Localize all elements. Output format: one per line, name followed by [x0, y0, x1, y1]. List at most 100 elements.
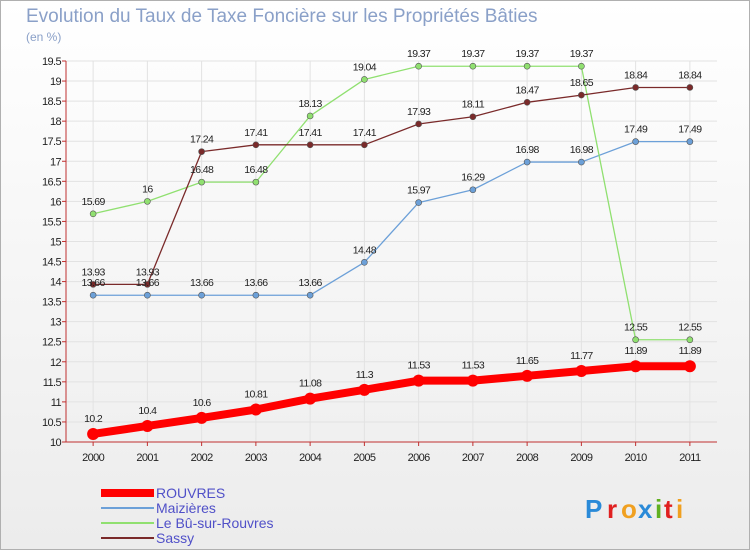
data-point — [632, 138, 639, 145]
legend-label: Maizières — [156, 500, 216, 516]
data-point — [144, 291, 151, 299]
x-tick-label: 2000 — [82, 452, 105, 464]
logo-letter: r — [607, 494, 617, 524]
data-point — [523, 99, 531, 106]
y-tick-label: 11.5 — [43, 377, 62, 389]
data-label: 13.66 — [136, 277, 160, 289]
x-tick-label: 2002 — [191, 452, 214, 464]
data-point — [469, 186, 477, 194]
logo-letter: t — [664, 494, 673, 524]
data-point — [198, 178, 205, 186]
data-label: 16 — [142, 183, 153, 195]
x-tick-label: 2005 — [353, 452, 376, 464]
logo-letter: i — [676, 494, 683, 524]
data-point — [198, 148, 205, 155]
data-point — [306, 291, 314, 299]
legend-label: ROUVRES — [156, 485, 225, 501]
data-label: 13.93 — [136, 266, 160, 278]
data-label: 10.2 — [84, 413, 103, 425]
data-label: 16.48 — [244, 164, 268, 176]
series-line — [92, 140, 691, 296]
x-tick-label: 2011 — [679, 452, 701, 464]
data-label: 18.47 — [515, 84, 539, 96]
y-tick-label: 10 — [50, 437, 62, 449]
data-label: 13.66 — [190, 277, 214, 289]
data-label: 10.4 — [138, 405, 157, 417]
data-point — [578, 62, 585, 70]
data-label: 18.84 — [624, 69, 648, 81]
series-line — [92, 86, 691, 286]
y-tick-label: 11 — [51, 397, 62, 409]
data-label: 10.6 — [193, 397, 212, 409]
series-line — [89, 362, 694, 438]
y-tick-label: 17 — [50, 156, 62, 168]
data-point — [252, 178, 260, 186]
data-point — [249, 403, 262, 416]
data-point — [415, 199, 422, 206]
data-label: 16.48 — [190, 164, 214, 176]
y-tick-label: 15.5 — [42, 216, 61, 228]
data-label: 12.55 — [678, 322, 702, 334]
x-tick-label: 2009 — [570, 452, 593, 464]
data-label: 19.04 — [353, 61, 377, 73]
x-tick-label: 2007 — [462, 452, 485, 464]
series-line — [92, 65, 691, 341]
data-point — [686, 336, 694, 344]
data-point — [629, 360, 642, 373]
data-label: 15.69 — [81, 196, 105, 208]
data-label: 11.53 — [407, 360, 430, 372]
data-point — [358, 383, 371, 396]
data-label: 19.37 — [461, 48, 485, 60]
y-tick-label: 12 — [50, 357, 62, 369]
data-point — [578, 91, 585, 99]
data-point — [306, 112, 314, 120]
x-tick-label: 2001 — [136, 452, 159, 464]
data-point — [469, 62, 477, 70]
data-label: 13.66 — [81, 277, 105, 289]
x-tick-label: 2008 — [516, 452, 539, 464]
data-label: 18.84 — [678, 69, 702, 81]
y-tick-label: 13.5 — [42, 297, 61, 309]
y-tick-label: 10.5 — [42, 417, 61, 429]
data-point — [683, 360, 696, 373]
data-label: 19.37 — [515, 48, 539, 60]
data-label: 13.66 — [244, 277, 268, 289]
data-label: 11.08 — [299, 378, 322, 390]
y-tick-label: 14 — [50, 277, 62, 289]
data-point — [415, 120, 422, 128]
data-point — [252, 141, 260, 149]
data-label: 18.13 — [298, 98, 322, 110]
data-point — [144, 198, 151, 205]
y-tick-label: 15 — [50, 236, 62, 248]
data-point — [578, 158, 585, 166]
x-tick-label: 2004 — [299, 452, 322, 464]
data-label: 12.55 — [624, 322, 648, 334]
data-point — [466, 374, 479, 387]
grid — [66, 60, 717, 443]
data-point — [252, 291, 260, 299]
data-point — [195, 411, 208, 424]
data-label: 18.11 — [462, 99, 485, 111]
data-label: 17.41 — [244, 127, 268, 139]
data-label: 15.97 — [407, 185, 431, 197]
data-point — [141, 419, 154, 432]
legend-label: Sassy — [156, 530, 194, 546]
data-label: 13.93 — [81, 266, 105, 278]
data-label: 10.81 — [244, 389, 268, 401]
data-point — [632, 84, 639, 91]
data-label: 17.41 — [298, 127, 322, 139]
data-labels: 10.2 10.4 10.6 10.81 11.08 11.3 11.53 11.53 11.6… — [81, 48, 702, 425]
data-label: 16.98 — [570, 144, 594, 156]
data-label: 17.24 — [190, 134, 214, 146]
data-label: 17.49 — [624, 124, 648, 136]
data-point — [144, 281, 151, 288]
logo-letter: o — [621, 494, 637, 524]
legend-label: Le Bû-sur-Rouvres — [156, 515, 274, 531]
data-label: 19.37 — [570, 48, 594, 60]
y-tick-label: 12.5 — [42, 337, 61, 349]
x-tick-label: 2010 — [625, 452, 648, 464]
data-point — [361, 259, 368, 266]
logo-letter: x — [638, 494, 653, 524]
